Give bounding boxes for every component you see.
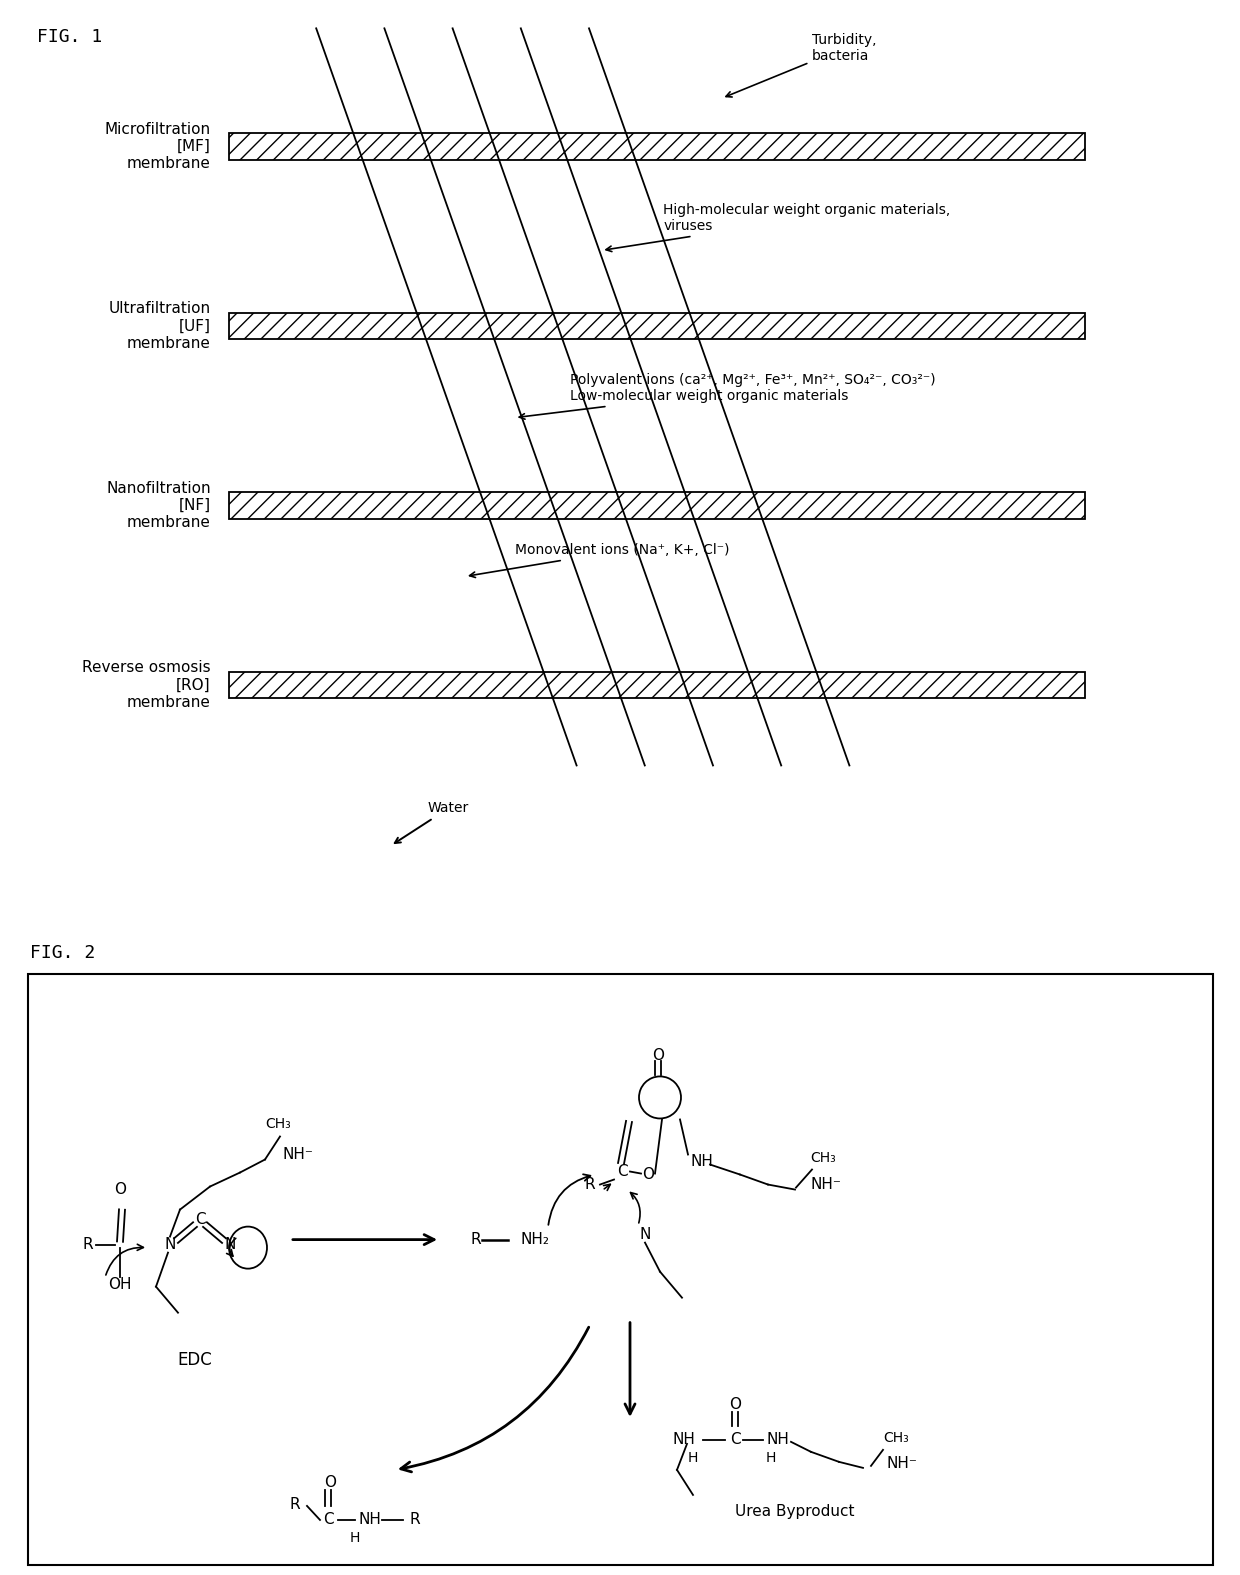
FancyArrowPatch shape bbox=[548, 1175, 590, 1225]
Text: H: H bbox=[350, 1531, 360, 1545]
Text: Turbidity,
bacteria: Turbidity, bacteria bbox=[725, 33, 877, 98]
Text: NH⁻: NH⁻ bbox=[281, 1147, 312, 1162]
Text: CH₃: CH₃ bbox=[265, 1118, 291, 1131]
Text: Polyvalent ions (ca²⁺, Mg²⁺, Fe³⁺, Mn²⁺, SO₄²⁻, CO₃²⁻)
Low-molecular weight orga: Polyvalent ions (ca²⁺, Mg²⁺, Fe³⁺, Mn²⁺,… bbox=[520, 373, 936, 419]
Text: O: O bbox=[652, 1047, 663, 1063]
Text: C: C bbox=[616, 1164, 627, 1180]
Text: FIG. 2: FIG. 2 bbox=[30, 945, 95, 962]
Text: NH⁻: NH⁻ bbox=[887, 1457, 918, 1471]
Text: R: R bbox=[470, 1232, 481, 1247]
Bar bbox=[229, 673, 1085, 698]
FancyArrowPatch shape bbox=[604, 1184, 610, 1191]
Text: R: R bbox=[409, 1512, 420, 1528]
Text: NH: NH bbox=[689, 1154, 713, 1169]
Text: N: N bbox=[224, 1236, 236, 1252]
Text: Nanofiltration
[NF]
membrane: Nanofiltration [NF] membrane bbox=[107, 480, 211, 531]
Text: R: R bbox=[290, 1498, 300, 1512]
FancyArrowPatch shape bbox=[227, 1238, 236, 1257]
Text: C: C bbox=[729, 1432, 740, 1447]
Text: O: O bbox=[324, 1476, 336, 1490]
Bar bbox=[229, 493, 1085, 518]
Text: EDC: EDC bbox=[177, 1351, 212, 1369]
Text: O: O bbox=[729, 1397, 742, 1413]
Text: Ultrafiltration
[UF]
membrane: Ultrafiltration [UF] membrane bbox=[109, 301, 211, 351]
Text: Water: Water bbox=[394, 802, 469, 843]
Text: C: C bbox=[322, 1512, 334, 1528]
Text: CH₃: CH₃ bbox=[810, 1150, 836, 1164]
Bar bbox=[229, 134, 1085, 159]
Text: H: H bbox=[688, 1451, 698, 1465]
FancyArrowPatch shape bbox=[105, 1244, 144, 1276]
Text: N: N bbox=[165, 1236, 176, 1252]
Text: N: N bbox=[640, 1227, 651, 1243]
Text: NH: NH bbox=[672, 1432, 694, 1447]
Text: NH: NH bbox=[768, 1432, 790, 1447]
Text: CH₃: CH₃ bbox=[883, 1430, 909, 1444]
Text: NH: NH bbox=[358, 1512, 381, 1528]
Text: High-molecular weight organic materials,
viruses: High-molecular weight organic materials,… bbox=[606, 203, 951, 252]
Text: NH⁻: NH⁻ bbox=[810, 1177, 841, 1192]
Text: OH: OH bbox=[108, 1277, 131, 1291]
Text: H: H bbox=[766, 1451, 776, 1465]
Text: O: O bbox=[642, 1167, 653, 1181]
Bar bbox=[229, 313, 1085, 339]
Text: Monovalent ions (Na⁺, K+, Cl⁻): Monovalent ions (Na⁺, K+, Cl⁻) bbox=[470, 543, 729, 578]
Text: Urea Byproduct: Urea Byproduct bbox=[735, 1504, 854, 1520]
FancyArrowPatch shape bbox=[630, 1192, 640, 1222]
Text: R: R bbox=[585, 1177, 595, 1192]
Text: Reverse osmosis
[RO]
membrane: Reverse osmosis [RO] membrane bbox=[82, 660, 211, 710]
Text: NH₂: NH₂ bbox=[520, 1232, 549, 1247]
Text: R: R bbox=[83, 1236, 93, 1252]
Text: O: O bbox=[114, 1183, 126, 1197]
Text: Microfiltration
[MF]
membrane: Microfiltration [MF] membrane bbox=[104, 121, 211, 172]
Text: C: C bbox=[195, 1213, 206, 1227]
Text: FIG. 1: FIG. 1 bbox=[37, 28, 103, 46]
